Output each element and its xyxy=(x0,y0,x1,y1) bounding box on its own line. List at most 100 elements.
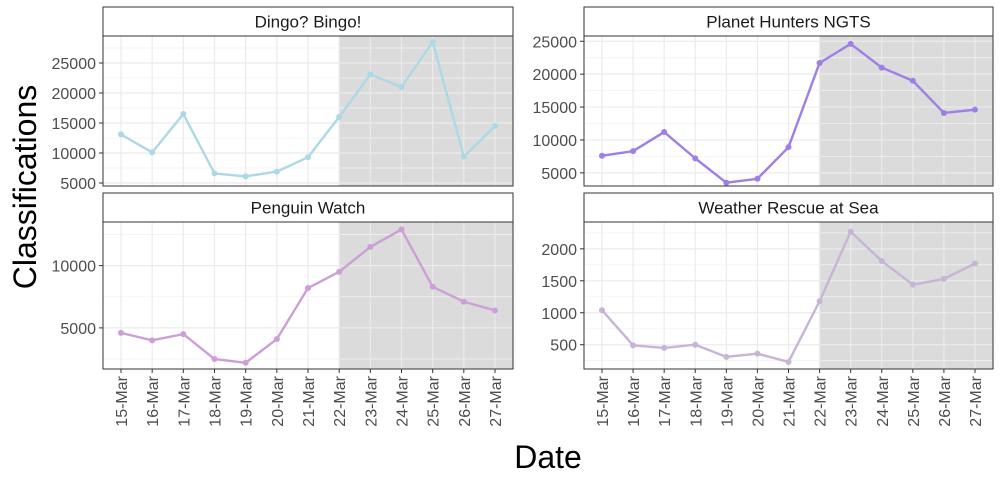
data-point xyxy=(723,353,730,360)
data-point xyxy=(367,243,374,250)
data-point xyxy=(847,228,854,235)
x-tick-label: 23-Mar xyxy=(363,375,380,426)
data-point xyxy=(118,131,124,138)
data-point xyxy=(242,173,249,180)
data-point xyxy=(398,84,405,90)
y-tick-label: 5000 xyxy=(60,321,96,338)
data-point xyxy=(242,359,249,366)
x-tick-label: 22-Mar xyxy=(332,375,349,426)
data-point xyxy=(940,109,947,116)
data-point xyxy=(785,144,792,151)
y-axis-title: Classifications xyxy=(7,85,43,290)
data-point xyxy=(599,307,605,314)
x-tick-label: 20-Mar xyxy=(750,375,767,426)
data-point xyxy=(661,129,668,136)
data-point xyxy=(460,298,467,305)
data-point xyxy=(599,152,605,159)
y-tick-label: 5000 xyxy=(541,166,577,183)
x-tick-label: 20-Mar xyxy=(270,375,287,426)
facet-strip-label: Dingo? Bingo! xyxy=(255,13,362,32)
data-point xyxy=(754,175,761,182)
data-point xyxy=(336,268,343,275)
data-point xyxy=(149,337,156,344)
data-point xyxy=(305,154,311,161)
y-tick-label: 15000 xyxy=(52,116,97,133)
y-tick-label: 20000 xyxy=(533,67,578,84)
x-tick-label: 24-Mar xyxy=(395,375,412,426)
x-tick-label: 19-Mar xyxy=(239,375,256,426)
data-point xyxy=(336,114,343,120)
x-tick-label: 17-Mar xyxy=(176,375,193,426)
panel-penguin-watch: Penguin Watch 5000 10000 15-Mar 16-Mar 17-Mar… xyxy=(52,192,514,427)
x-tick-label: 17-Mar xyxy=(657,375,674,426)
data-point xyxy=(723,179,730,186)
data-point xyxy=(816,59,823,66)
x-tick-label: 23-Mar xyxy=(844,375,861,426)
y-tick-label: 20000 xyxy=(52,86,97,103)
x-tick-label: 27-Mar xyxy=(488,375,505,426)
data-point xyxy=(692,155,699,162)
data-point xyxy=(429,39,436,45)
y-tick-label: 1500 xyxy=(541,274,577,291)
y-tick-label: 1000 xyxy=(541,306,577,323)
panels-layer: Dingo? Bingo!500010000150002000025000Pla… xyxy=(52,6,994,427)
data-point xyxy=(972,106,978,113)
data-point xyxy=(630,342,637,349)
facet-strip xyxy=(102,192,514,223)
data-point xyxy=(972,260,978,267)
y-tick-label: 10000 xyxy=(533,133,578,150)
shaded-region xyxy=(339,222,513,369)
data-point xyxy=(398,226,405,233)
y-tick-label: 25000 xyxy=(533,34,578,51)
data-point xyxy=(460,153,467,160)
data-point xyxy=(429,283,436,290)
x-tick-label: 25-Mar xyxy=(426,375,443,426)
data-point xyxy=(878,257,885,264)
data-point xyxy=(909,281,916,288)
data-point xyxy=(492,307,498,314)
facet-strip xyxy=(102,6,514,37)
x-tick-label: 18-Mar xyxy=(208,375,225,426)
x-tick-label: 25-Mar xyxy=(906,375,923,426)
data-point xyxy=(118,329,124,336)
facet-strip-label: Weather Rescue at Sea xyxy=(698,199,879,218)
y-tick-label: 500 xyxy=(550,338,577,355)
y-tick-label: 10000 xyxy=(52,146,97,163)
data-point xyxy=(754,350,761,357)
y-tick-label: 25000 xyxy=(52,56,97,73)
data-point xyxy=(909,77,916,84)
data-point xyxy=(692,341,699,348)
panel-dingo-bingo: Dingo? Bingo! 5000 10000 15000 20000 25000 xyxy=(52,6,514,193)
data-point xyxy=(367,71,374,78)
data-point xyxy=(492,123,498,129)
x-axis-title: Date xyxy=(514,439,582,475)
x-tick-label: 18-Mar xyxy=(688,375,705,426)
data-point xyxy=(305,285,311,292)
y-tick-label: 15000 xyxy=(533,100,578,117)
x-tick-label: 16-Mar xyxy=(626,375,643,426)
x-tick-label: 15-Mar xyxy=(114,375,131,426)
data-point xyxy=(273,336,280,343)
x-tick-label: 24-Mar xyxy=(875,375,892,426)
y-tick-label: 10000 xyxy=(52,259,97,276)
data-point xyxy=(847,40,854,47)
panel-weather-rescue-at-sea: Weather Rescue at Sea 500 1000 1500 2000 15-M… xyxy=(541,192,994,427)
facet-strip xyxy=(583,192,994,223)
data-point xyxy=(149,149,156,156)
facet-strip-label: Planet Hunters NGTS xyxy=(706,13,870,32)
x-tick-label: 16-Mar xyxy=(145,375,162,426)
data-point xyxy=(211,356,218,363)
y-tick-label: 5000 xyxy=(60,176,96,193)
panel-planet-hunters-ngts: Planet Hunters NGTS 5000 10000 15000 20000 25… xyxy=(533,6,994,187)
data-point xyxy=(785,358,792,365)
data-point xyxy=(940,275,947,282)
y-tick-label: 2000 xyxy=(541,242,577,259)
data-point xyxy=(211,170,218,177)
x-tick-label: 27-Mar xyxy=(968,375,985,426)
data-point xyxy=(878,64,885,71)
x-tick-label: 22-Mar xyxy=(813,375,830,426)
shaded-region xyxy=(339,36,513,186)
data-point xyxy=(630,148,637,155)
data-point xyxy=(816,298,823,305)
